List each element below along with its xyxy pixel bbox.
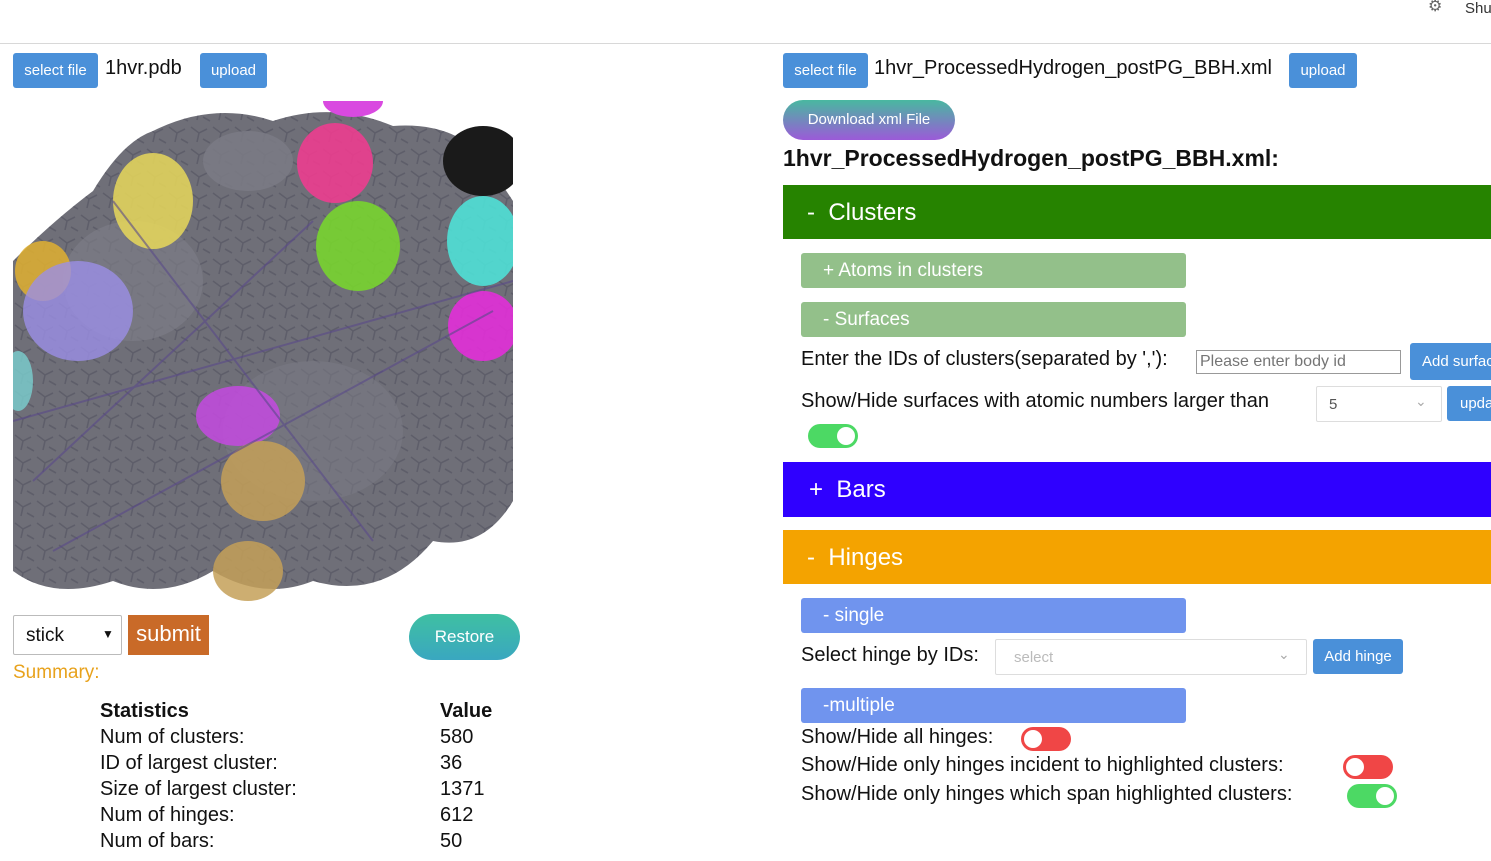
surfaces-label: - Surfaces <box>823 309 910 330</box>
gear-icon[interactable]: ⚙ <box>1428 0 1443 15</box>
show-all-hinges-toggle[interactable] <box>1021 727 1071 751</box>
span-hinges-toggle[interactable] <box>1347 784 1397 808</box>
single-hinge-toggle[interactable]: - single <box>801 598 1186 633</box>
select-hinge-label: Select hinge by IDs: <box>801 644 979 666</box>
show-all-hinges-label: Show/Hide all hinges: <box>801 726 994 748</box>
summary-label: Summary: <box>13 662 100 683</box>
stat-name: Num of clusters: <box>100 726 245 748</box>
upload-button-left[interactable]: upload <box>200 53 267 88</box>
hinge-select-placeholder: select <box>1014 649 1054 666</box>
hinges-section-header[interactable]: - Hinges <box>783 530 1491 584</box>
add-surface-button[interactable]: Add surface <box>1410 343 1491 380</box>
chevron-down-icon: ⌄ <box>1278 646 1290 662</box>
update-button[interactable]: update <box>1447 386 1491 421</box>
atomic-threshold-value: 5 <box>1329 396 1338 413</box>
restore-button[interactable]: Restore <box>409 614 520 660</box>
incident-hinges-label: Show/Hide only hinges incident to highli… <box>801 754 1284 776</box>
stat-name: ID of largest cluster: <box>100 752 278 774</box>
toggle-knob <box>1024 730 1042 748</box>
xml-heading: 1hvr_ProcessedHydrogen_postPG_BBH.xml: <box>783 145 1279 171</box>
toggle-knob <box>1346 758 1364 776</box>
toggle-knob <box>1376 787 1394 805</box>
statistics-header: Statistics <box>100 700 189 722</box>
stat-value: 612 <box>440 804 474 826</box>
multiple-hinge-toggle[interactable]: -multiple <box>801 688 1186 723</box>
molecule-surface-render <box>13 101 513 601</box>
multiple-label: -multiple <box>823 695 895 716</box>
pdb-file-name: 1hvr.pdb <box>105 57 182 79</box>
upload-button-right[interactable]: upload <box>1289 53 1357 88</box>
user-name[interactable]: Shu <box>1465 0 1491 17</box>
span-hinges-label: Show/Hide only hinges which span highlig… <box>801 783 1293 805</box>
stat-value: 50 <box>440 830 463 852</box>
download-xml-button[interactable]: Download xml File <box>783 100 955 140</box>
stat-value: 1371 <box>440 778 485 800</box>
stat-value: 36 <box>440 752 463 774</box>
stat-value: 580 <box>440 726 474 748</box>
render-style-select[interactable]: stick ▼ <box>13 615 122 655</box>
stat-name: Size of largest cluster: <box>100 778 297 800</box>
atomic-threshold-select[interactable]: 5 ⌄ <box>1316 386 1442 422</box>
bars-section-header[interactable]: + Bars <box>783 462 1491 517</box>
toggle-knob <box>837 427 855 445</box>
clusters-title: - Clusters <box>807 199 917 226</box>
top-bar <box>0 0 1491 44</box>
xml-file-name: 1hvr_ProcessedHydrogen_postPG_BBH.xml <box>874 57 1272 79</box>
render-style-value: stick <box>26 625 64 646</box>
single-label: - single <box>823 605 885 626</box>
chevron-down-icon: ⌄ <box>1415 393 1427 409</box>
select-file-button-left[interactable]: select file <box>13 53 98 88</box>
hinge-id-select[interactable]: select ⌄ <box>995 639 1307 675</box>
stat-name: Num of bars: <box>100 830 215 852</box>
body-id-input[interactable] <box>1196 350 1401 374</box>
surfaces-visibility-toggle[interactable] <box>808 424 858 448</box>
atoms-in-clusters-toggle[interactable]: + Atoms in clusters <box>801 253 1186 288</box>
clusters-section-header[interactable]: - Clusters <box>783 185 1491 239</box>
stat-name: Num of hinges: <box>100 804 235 826</box>
bars-title: + Bars <box>809 476 886 503</box>
atoms-in-clusters-label: + Atoms in clusters <box>823 260 983 281</box>
molecule-viewer[interactable] <box>13 101 513 601</box>
submit-button[interactable]: submit <box>128 615 209 655</box>
add-hinge-button[interactable]: Add hinge <box>1313 639 1403 674</box>
chevron-down-icon: ▼ <box>102 627 114 641</box>
select-file-button-right[interactable]: select file <box>783 53 868 88</box>
hinges-title: - Hinges <box>807 544 904 571</box>
enter-cluster-ids-label: Enter the IDs of clusters(separated by '… <box>801 348 1168 370</box>
show-hide-surfaces-label: Show/Hide surfaces with atomic numbers l… <box>801 390 1269 412</box>
surfaces-toggle[interactable]: - Surfaces <box>801 302 1186 337</box>
incident-hinges-toggle[interactable] <box>1343 755 1393 779</box>
value-header: Value <box>440 700 493 722</box>
